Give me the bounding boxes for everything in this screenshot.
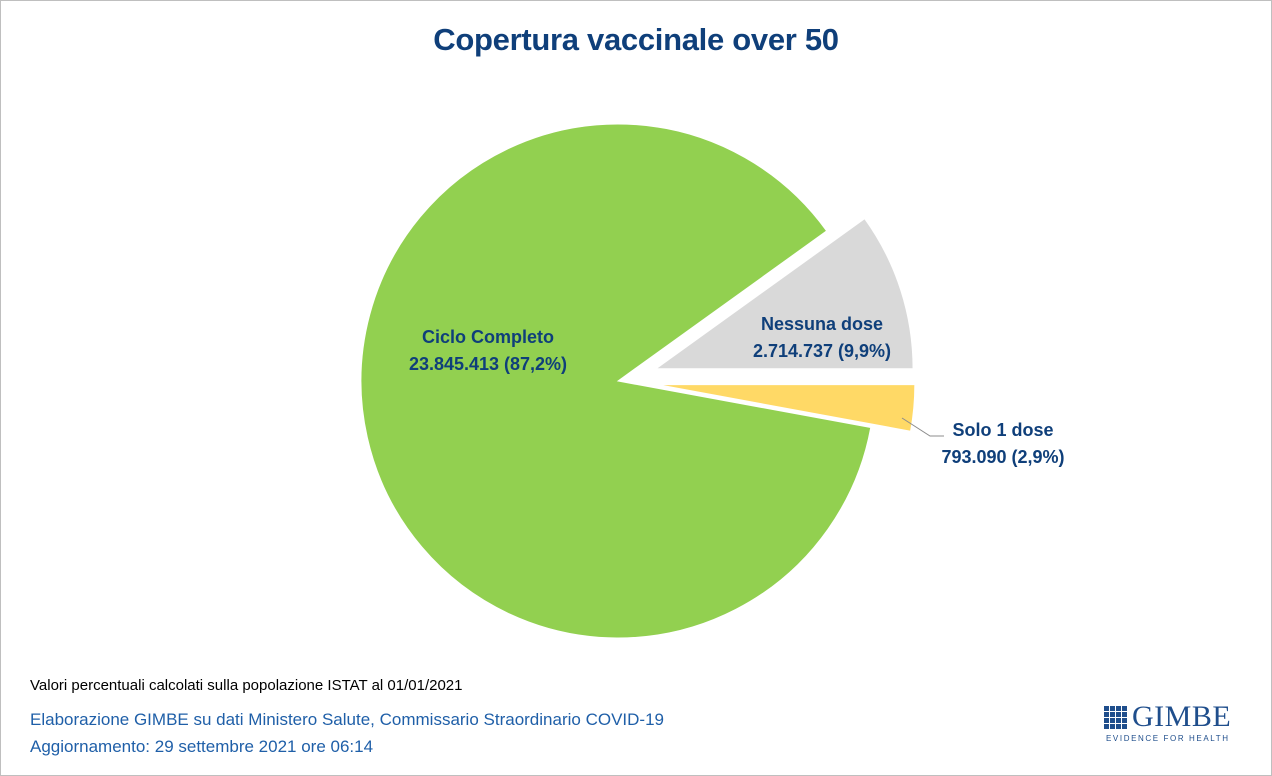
label-name-solo-1-dose: Solo 1 dose bbox=[952, 420, 1053, 440]
logo-grid-icon bbox=[1104, 706, 1128, 730]
logo-name: GIMBE bbox=[1132, 700, 1232, 733]
label-name-ciclo-completo: Ciclo Completo bbox=[422, 327, 554, 347]
credits: Elaborazione GIMBE su dati Ministero Sal… bbox=[30, 706, 664, 760]
logo-tagline: EVIDENCE FOR HEALTH bbox=[1106, 734, 1230, 743]
leader-line bbox=[901, 417, 944, 437]
label-value-ciclo-completo: 23.845.413 (87,2%) bbox=[409, 354, 567, 374]
update-line: Aggiornamento: 29 settembre 2021 ore 06:… bbox=[30, 737, 374, 756]
chart-title: Copertura vaccinale over 50 bbox=[433, 22, 839, 57]
pie-slice-nessuna-dose bbox=[654, 217, 914, 370]
pie-slice-ciclo-completo bbox=[360, 123, 872, 639]
source-line: Elaborazione GIMBE su dati Ministero Sal… bbox=[30, 710, 664, 729]
label-name-nessuna-dose: Nessuna dose bbox=[761, 314, 883, 334]
label-value-solo-1-dose: 793.090 (2,9%) bbox=[941, 447, 1064, 467]
footnote: Valori percentuali calcolati sulla popol… bbox=[30, 677, 463, 694]
pie-slice-solo-1-dose bbox=[657, 384, 916, 432]
label-value-nessuna-dose: 2.714.737 (9,9%) bbox=[753, 341, 891, 361]
gimbe-logo: GIMBE EVIDENCE FOR HEALTH bbox=[1104, 700, 1244, 744]
